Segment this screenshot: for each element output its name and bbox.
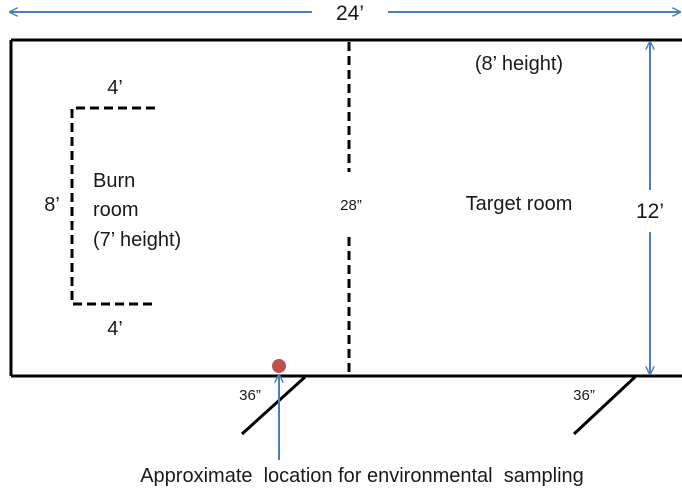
door-right-width-label: 36”: [573, 387, 595, 404]
burn-room-name-line1: Burn: [93, 170, 135, 192]
door-right: [572, 375, 637, 436]
burn-room-depth-label: 8’: [44, 194, 60, 216]
sampling-caption: Approximate location for environmental s…: [140, 465, 584, 487]
burn-room-height-label: (7’ height): [93, 229, 181, 251]
door-left-width-label: 36”: [239, 387, 261, 404]
doorway-width-label: 28”: [340, 197, 362, 214]
target-room-label: Target room: [466, 193, 573, 215]
burn-room-bottom-width-label: 4’: [107, 318, 123, 340]
door-left: [240, 375, 307, 436]
target-room-height-label: (8’ height): [475, 53, 563, 75]
depth-label: 12’: [636, 200, 664, 223]
burn-room-name-line2: room: [93, 199, 139, 221]
sampling-point-marker: [272, 359, 286, 373]
burn-room-top-width-label: 4’: [107, 77, 123, 99]
width-label: 24’: [336, 2, 364, 25]
